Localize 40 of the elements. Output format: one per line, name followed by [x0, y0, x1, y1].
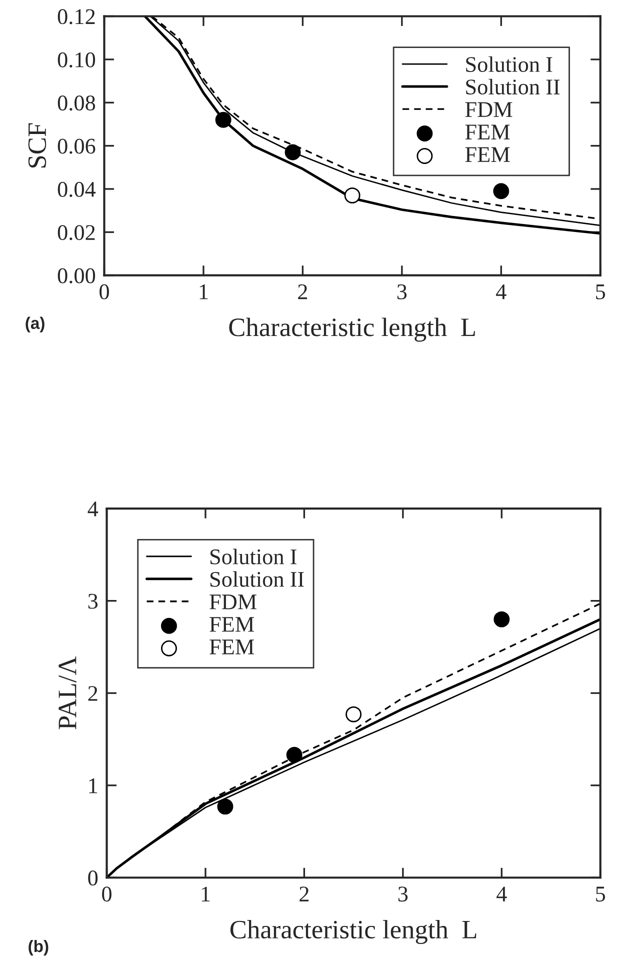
legend-label: FDM	[210, 594, 256, 610]
y-tick-label: 0.10	[58, 52, 96, 68]
legend-label: FEM	[465, 147, 510, 162]
legend-label: Solution II	[210, 571, 304, 587]
x-tick-label: 4	[496, 886, 507, 902]
x-tick-label: 3	[397, 284, 407, 300]
x-tick-label: 2	[300, 886, 309, 902]
legend-label: Solution I	[210, 548, 296, 564]
y-tick-label: 0	[88, 870, 98, 886]
y-tick-label: 0.02	[58, 225, 95, 240]
legend-label: FEM	[210, 617, 254, 632]
y-tick-label: 3	[88, 594, 98, 609]
y-tick-label: 0.12	[58, 9, 95, 24]
x-tick-label: 3	[398, 886, 408, 902]
x-tick-label: 1	[200, 284, 208, 300]
x-tick-label: 0	[100, 284, 109, 300]
legend-label: FDM	[465, 102, 512, 117]
y-tick-label: 4	[88, 502, 98, 516]
x-tick-label: 1	[202, 886, 210, 902]
x-tick-label: 0	[102, 886, 112, 902]
legend-label: Solution I	[466, 56, 552, 72]
text: (b)	[28, 940, 48, 956]
x-axis-title: Characteristic length L	[230, 920, 476, 944]
x-tick-label: 4	[496, 284, 506, 300]
y-tick-label: 0.04	[58, 182, 96, 197]
legend-label: FEM	[210, 640, 254, 654]
y-tick-label: 2	[88, 686, 98, 701]
x-tick-label: 2	[298, 284, 308, 300]
legend-label: Solution II	[466, 78, 560, 95]
x-axis-title: Characteristic length L	[229, 318, 475, 342]
y-axis-title: PAL/Λ	[58, 656, 76, 730]
y-tick-label: 0.00	[58, 268, 96, 284]
y-tick-label: 0.08	[58, 96, 96, 111]
y-tick-label: 1	[89, 778, 98, 794]
text: (a)	[26, 316, 44, 332]
y-axis-title: SCF	[28, 123, 46, 168]
y-tick-label: 0.06	[58, 138, 96, 154]
x-tick-label: 5	[596, 886, 606, 902]
x-tick-label: 5	[596, 284, 606, 300]
legend-label: FEM	[465, 124, 510, 140]
